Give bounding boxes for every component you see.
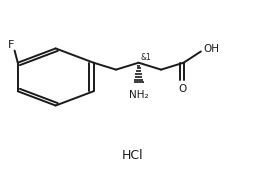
Text: O: O — [178, 84, 186, 94]
Text: OH: OH — [204, 44, 219, 54]
Text: &1: &1 — [141, 53, 151, 62]
Text: HCl: HCl — [122, 149, 143, 162]
Text: F: F — [8, 40, 14, 50]
Text: NH₂: NH₂ — [129, 90, 148, 99]
